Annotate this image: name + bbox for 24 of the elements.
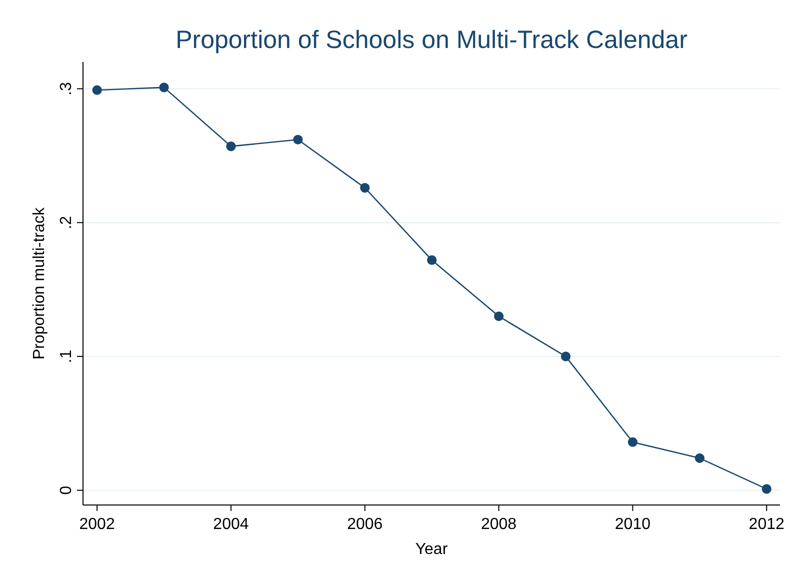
y-tick-label: .2 (58, 216, 75, 230)
point (159, 82, 169, 92)
y-axis-title: Proportion multi-track (31, 206, 48, 360)
x-tick-label: 2006 (347, 516, 383, 533)
x-tick-label: 2010 (614, 516, 651, 533)
point (494, 311, 504, 322)
point (226, 142, 236, 152)
x-tick-label: 2008 (480, 516, 517, 533)
x-tick-label: 2002 (79, 516, 115, 533)
point (92, 85, 102, 95)
point (762, 484, 772, 494)
x-tick-label: 2004 (213, 516, 249, 533)
x-axis-title: Year (415, 541, 448, 558)
point (427, 255, 437, 265)
y-tick-label: .3 (58, 82, 75, 96)
y-tick-label: 0 (58, 486, 75, 495)
y-tick-label: .1 (58, 350, 75, 364)
chart-title: Proportion of Schools on Multi-Track Calendar (176, 26, 688, 54)
x-tick-label: 2012 (748, 516, 785, 533)
point (360, 183, 370, 193)
point (694, 453, 704, 463)
point (560, 352, 571, 362)
point (293, 134, 303, 144)
point (628, 437, 638, 447)
